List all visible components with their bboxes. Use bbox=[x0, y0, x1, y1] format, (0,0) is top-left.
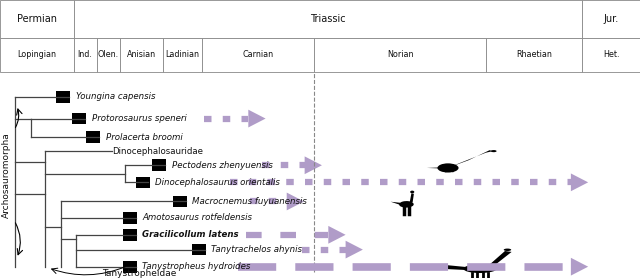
Bar bbox=[74, 38, 97, 72]
Bar bbox=[173, 196, 187, 207]
Bar bbox=[582, 0, 640, 38]
Polygon shape bbox=[305, 156, 322, 174]
Polygon shape bbox=[488, 251, 511, 266]
Text: Permian: Permian bbox=[17, 14, 57, 24]
Polygon shape bbox=[571, 173, 588, 191]
Bar bbox=[202, 38, 314, 72]
Polygon shape bbox=[248, 110, 266, 127]
Text: Protorosaurus speneri: Protorosaurus speneri bbox=[92, 114, 186, 123]
Bar bbox=[72, 113, 86, 125]
Polygon shape bbox=[346, 241, 363, 259]
Polygon shape bbox=[436, 264, 465, 270]
Bar bbox=[56, 91, 70, 103]
Text: Anisian: Anisian bbox=[127, 50, 156, 59]
Text: Gracilicollum latens: Gracilicollum latens bbox=[142, 230, 239, 239]
Text: Carnian: Carnian bbox=[242, 50, 273, 59]
Text: Olen.: Olen. bbox=[97, 50, 119, 59]
Text: Dinocephalosaurus orientalis: Dinocephalosaurus orientalis bbox=[155, 178, 280, 187]
Text: Archosauromorpha: Archosauromorpha bbox=[2, 132, 11, 218]
Text: Norian: Norian bbox=[387, 50, 413, 59]
Polygon shape bbox=[451, 170, 454, 173]
Text: Prolacerta broomi: Prolacerta broomi bbox=[106, 133, 182, 142]
Bar bbox=[163, 38, 202, 72]
Bar bbox=[123, 212, 137, 224]
Polygon shape bbox=[571, 258, 588, 275]
Text: Lopingian: Lopingian bbox=[17, 50, 56, 59]
Bar bbox=[486, 38, 582, 72]
Bar bbox=[152, 159, 166, 171]
Text: Pectodens zhenyuensis: Pectodens zhenyuensis bbox=[172, 161, 273, 170]
Ellipse shape bbox=[491, 150, 497, 152]
Text: Het.: Het. bbox=[603, 50, 620, 59]
Polygon shape bbox=[445, 170, 447, 173]
Text: Tanystropheus hydroides: Tanystropheus hydroides bbox=[142, 262, 250, 271]
Polygon shape bbox=[287, 193, 304, 210]
Polygon shape bbox=[410, 193, 414, 202]
Text: Rhaetian: Rhaetian bbox=[516, 50, 552, 59]
Text: Macrocnemus fuyuanensis: Macrocnemus fuyuanensis bbox=[192, 197, 307, 206]
Text: Amotosaurus rotfeldensis: Amotosaurus rotfeldensis bbox=[142, 214, 252, 222]
Bar bbox=[123, 261, 137, 272]
Ellipse shape bbox=[463, 264, 497, 273]
Bar bbox=[86, 131, 100, 143]
Polygon shape bbox=[390, 202, 400, 205]
Text: Jur.: Jur. bbox=[604, 14, 619, 24]
Bar bbox=[97, 38, 120, 72]
Text: Dinocephalosauridae: Dinocephalosauridae bbox=[112, 147, 203, 156]
Bar bbox=[192, 244, 206, 255]
Text: Triassic: Triassic bbox=[310, 14, 346, 24]
Bar bbox=[74, 0, 582, 38]
Bar bbox=[123, 229, 137, 241]
Text: Ind.: Ind. bbox=[77, 50, 93, 59]
Polygon shape bbox=[427, 167, 440, 168]
Text: Ladinian: Ladinian bbox=[165, 50, 200, 59]
Text: Tanytrachelos ahynis: Tanytrachelos ahynis bbox=[211, 245, 302, 254]
Text: Tanystropheidae: Tanystropheidae bbox=[102, 269, 177, 278]
Bar bbox=[582, 38, 640, 72]
Bar bbox=[120, 38, 163, 72]
Polygon shape bbox=[328, 226, 346, 244]
Bar bbox=[314, 38, 486, 72]
Ellipse shape bbox=[410, 191, 414, 193]
Ellipse shape bbox=[438, 163, 458, 173]
Ellipse shape bbox=[504, 249, 511, 251]
Bar bbox=[136, 177, 150, 188]
Bar bbox=[0, 0, 74, 38]
Polygon shape bbox=[450, 150, 493, 167]
Bar bbox=[0, 38, 74, 72]
Text: Youngina capensis: Youngina capensis bbox=[76, 93, 155, 101]
Ellipse shape bbox=[399, 201, 413, 208]
